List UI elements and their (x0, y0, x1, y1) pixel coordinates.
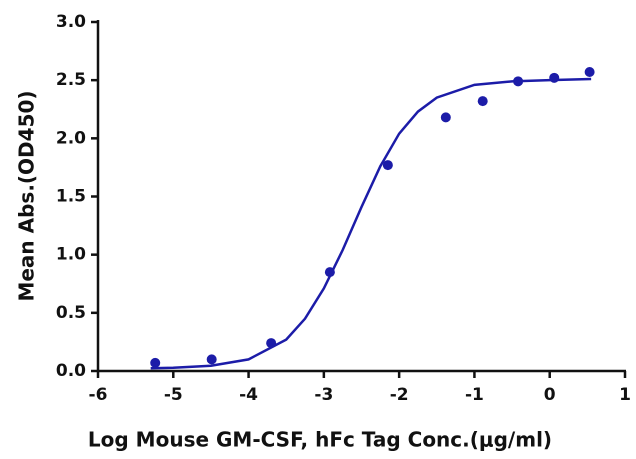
point (440, 112, 451, 123)
x-tick-label: -6 (89, 385, 108, 405)
x-axis-label: Log Mouse GM-CSF, hFc Tag Conc.(μg/ml) (88, 428, 552, 452)
point (150, 357, 161, 368)
point (549, 72, 560, 83)
point (584, 67, 595, 78)
point (266, 338, 277, 349)
y-tick-label: 2.0 (56, 128, 86, 148)
point (382, 160, 393, 171)
point (324, 267, 335, 278)
point (513, 76, 524, 87)
y-tick-label: 1.0 (56, 245, 86, 265)
y-tick-label: 3.0 (56, 12, 86, 32)
x-tick-label: 1 (619, 385, 631, 405)
y-tick-label: 0.5 (56, 303, 86, 323)
x-tick-label: -3 (314, 385, 333, 405)
fit-curve (150, 77, 592, 370)
y-tick-label: 2.5 (56, 70, 86, 90)
x-tick-label: -4 (239, 385, 258, 405)
x-tick-label: 0 (544, 385, 556, 405)
y-tick-label: 1.5 (56, 187, 86, 207)
x-tick-label: -1 (465, 385, 484, 405)
x-tick-label: -2 (390, 385, 409, 405)
y-tick-label: 0.0 (56, 361, 86, 381)
point (477, 96, 488, 107)
point (206, 354, 217, 365)
y-axis-label: Mean Abs.(OD450) (15, 90, 39, 301)
x-tick-label: -5 (164, 385, 183, 405)
